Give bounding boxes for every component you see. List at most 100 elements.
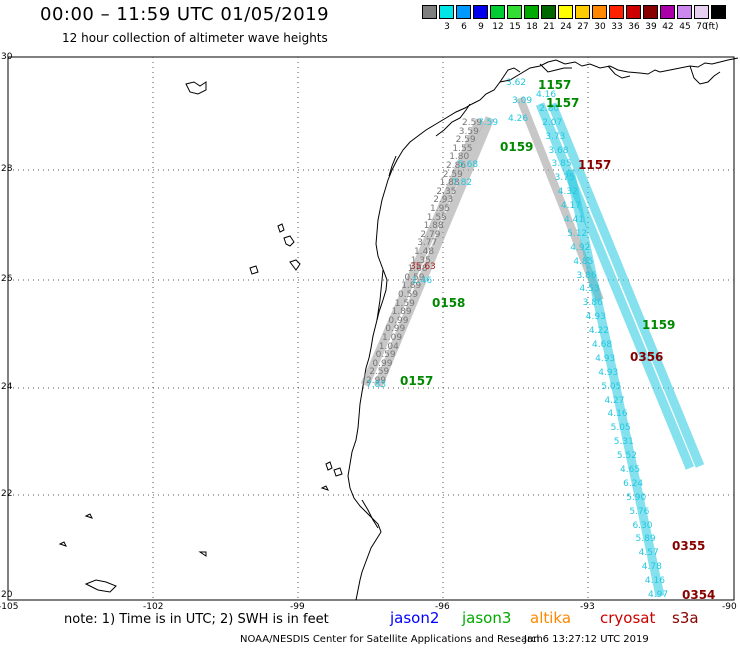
track-value: 4.92 bbox=[570, 242, 591, 253]
track-value: 4.22 bbox=[588, 326, 609, 337]
track-value: 4.78 bbox=[641, 562, 662, 573]
colorbar-label: 70 bbox=[696, 22, 708, 32]
lon-label-99: -99 bbox=[290, 602, 305, 612]
pass-label-0159: 0159 bbox=[500, 140, 534, 154]
colorbar-swatch bbox=[490, 5, 505, 19]
legend-cryosat: cryosat bbox=[600, 609, 656, 627]
lat-label-26: 26 bbox=[1, 274, 13, 284]
colorbar-swatch bbox=[592, 5, 607, 19]
track-value: 4.93 bbox=[598, 367, 619, 378]
lon-label-90: -90 bbox=[722, 602, 737, 612]
track-value: 3.59 bbox=[458, 126, 479, 137]
legend-s3a: s3a bbox=[672, 609, 699, 627]
track-value: 3.86 bbox=[582, 298, 603, 309]
track-value: 3.68 bbox=[548, 145, 569, 156]
track-value: 1.48 bbox=[414, 247, 435, 257]
credit-line: NOAA/NESDIS Center for Satellite Applica… bbox=[240, 634, 543, 645]
track-value: 6.24 bbox=[623, 478, 644, 489]
track-value: 1.89 bbox=[401, 281, 422, 292]
gray-track-values: 2.59 3.59 2.59 1.55 1.80 2.86 2.59 1.88 2.35 2.93… bbox=[366, 118, 490, 388]
track-value: 2.80 bbox=[539, 103, 560, 114]
lat-label-20: 20 bbox=[1, 590, 13, 600]
map-subtitle: 12 hour collection of altimeter wave hei… bbox=[62, 31, 328, 45]
track-value: 1.68 bbox=[407, 264, 428, 275]
track-value: 5.12 bbox=[567, 228, 588, 239]
colorbar-label: 36 bbox=[628, 22, 640, 32]
footer-note: note: 1) Time is in UTC; 2) SWH is in fe… bbox=[64, 612, 329, 627]
track-value: 5.68 bbox=[458, 160, 479, 170]
generated-timestamp: Jan 6 13:27:12 UTC 2019 bbox=[524, 634, 649, 645]
track-value: 7.83 bbox=[366, 380, 387, 390]
track-value: 4.26 bbox=[508, 114, 529, 124]
colorbar-swatch bbox=[575, 5, 590, 19]
lon-label-105: -105 bbox=[0, 602, 19, 612]
coastline bbox=[347, 57, 739, 601]
track-value: 4.65 bbox=[620, 465, 641, 475]
colorbar-label: 39 bbox=[645, 22, 657, 32]
colorbar-swatch bbox=[711, 5, 726, 19]
colorbar-label: 24 bbox=[560, 22, 572, 32]
track-value: 5.89 bbox=[635, 534, 656, 545]
track-value: 5.52 bbox=[616, 451, 637, 462]
colorbar-swatch bbox=[541, 5, 556, 19]
colorbar-label: 6 bbox=[461, 22, 467, 32]
colorbar-swatch bbox=[643, 5, 658, 19]
track-value: 4.68 bbox=[592, 340, 613, 350]
track-value: 4.16 bbox=[536, 90, 557, 100]
lon-label-96: -96 bbox=[435, 602, 450, 612]
colorbar-label: 30 bbox=[594, 22, 606, 32]
track-value: 2.59 bbox=[442, 169, 463, 180]
track-value: 7.59 bbox=[478, 118, 499, 128]
colorbar-label: 12 bbox=[492, 22, 504, 32]
track-value: 2.59 bbox=[462, 118, 483, 128]
track-value: 3.75 bbox=[554, 173, 575, 184]
track-value: 2.79 bbox=[420, 229, 441, 240]
track-value: 3.85 bbox=[551, 159, 572, 170]
colorbar-label: 42 bbox=[662, 22, 674, 32]
colorbar-swatch bbox=[507, 5, 522, 19]
track-value: 0.99 bbox=[372, 358, 393, 369]
track-value: 5.90 bbox=[626, 492, 647, 503]
track-value: 5.76 bbox=[629, 506, 650, 517]
lon-label-93: -93 bbox=[580, 602, 595, 612]
track-value: 1.80 bbox=[449, 152, 470, 163]
pass-label-1157-c: 1157 bbox=[578, 158, 612, 172]
colorbar-unit: (ft) bbox=[705, 22, 719, 32]
colorbar-label: 3 bbox=[444, 22, 450, 32]
track-value: 4.53 bbox=[579, 284, 600, 295]
track-value: 4.97 bbox=[648, 590, 669, 600]
colorbar-label: 27 bbox=[577, 22, 589, 32]
track-value: 1.88 bbox=[423, 221, 444, 232]
track-value: 4.17 bbox=[560, 201, 581, 212]
track-value: 4.16 bbox=[607, 409, 628, 420]
west-high-value: 35.63 bbox=[410, 262, 436, 272]
colorbar-label: 15 bbox=[509, 22, 521, 32]
track-value: 4.41 bbox=[564, 215, 585, 225]
track-cyan bbox=[535, 102, 705, 597]
pass-label-0158: 0158 bbox=[432, 296, 466, 310]
track-value: 0.59 bbox=[404, 272, 425, 283]
track-value: 0.59 bbox=[398, 290, 419, 300]
colorbar-swatch bbox=[626, 5, 641, 19]
track-value: 1.35 bbox=[410, 255, 431, 266]
colorbar-swatch bbox=[660, 5, 675, 19]
colorbar-swatch bbox=[422, 5, 437, 19]
colorbar-swatch bbox=[473, 5, 488, 19]
colorbar-swatch bbox=[524, 5, 539, 19]
track-value: 5.31 bbox=[613, 437, 634, 448]
track-value: 6.30 bbox=[632, 520, 653, 531]
track-value: 5.05 bbox=[601, 381, 622, 392]
track-value: 1.09 bbox=[382, 333, 403, 343]
colorbar-swatch bbox=[694, 5, 709, 19]
track-value: 2.59 bbox=[369, 367, 390, 378]
pass-label-1159: 1159 bbox=[642, 318, 676, 332]
track-value: 0.99 bbox=[385, 324, 406, 335]
track-value: 1.04 bbox=[378, 341, 399, 352]
track-value: 2.59 bbox=[455, 135, 476, 146]
track-value: 3.77 bbox=[417, 238, 438, 249]
track-value: 1.89 bbox=[391, 307, 412, 318]
track-value: 4.93 bbox=[595, 353, 616, 364]
track-value: 1.59 bbox=[394, 298, 415, 309]
track-value: 1.46 bbox=[412, 276, 433, 286]
